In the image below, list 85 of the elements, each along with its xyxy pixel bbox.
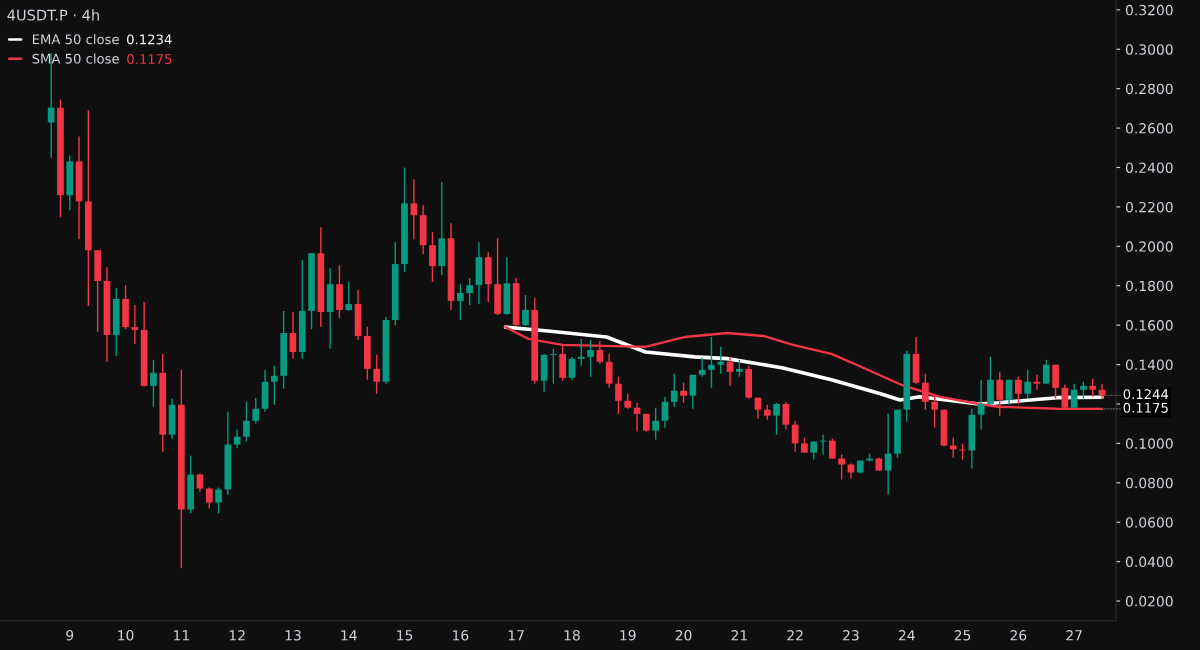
- y-tick-label: 0.3200: [1125, 4, 1173, 16]
- candlestick: [615, 376, 622, 415]
- candlestick: [708, 336, 715, 389]
- candlestick: [782, 401, 790, 431]
- candlestick: [373, 354, 380, 395]
- candlestick: [596, 340, 604, 365]
- candlestick: [150, 359, 157, 408]
- y-tick-label: 0.1400: [1125, 359, 1173, 371]
- x-tick-label: 18: [564, 630, 580, 641]
- y-tick-label: 0.2000: [1125, 241, 1173, 252]
- candlestick: [829, 437, 836, 460]
- candlestick: [1052, 364, 1059, 400]
- candlestick: [522, 294, 529, 327]
- candlestick: [717, 346, 725, 375]
- candlestick: [271, 365, 278, 406]
- candlestick: [605, 353, 613, 389]
- y-tick-label: 0.2800: [1125, 83, 1173, 95]
- x-tick-label: 21: [731, 630, 747, 641]
- legend-label: EMA 50 close: [32, 34, 119, 45]
- candlestick: [577, 338, 585, 367]
- x-tick-label: 15: [397, 630, 413, 641]
- candlestick: [1070, 382, 1078, 409]
- y-tick-label: 0.2400: [1125, 162, 1173, 173]
- x-tick-label: 26: [1010, 630, 1027, 641]
- x-tick-label: 16: [453, 630, 469, 641]
- candlestick: [884, 413, 892, 496]
- y-tick-label: 0.2200: [1125, 201, 1173, 213]
- candlestick: [131, 304, 139, 345]
- y-tick-label: 0.1800: [1125, 280, 1173, 292]
- y-tick-label: 0.0600: [1125, 517, 1173, 528]
- x-tick-label: 11: [174, 630, 189, 641]
- candlestick: [698, 357, 706, 378]
- x-tick-label: 10: [118, 630, 134, 641]
- candlestick: [429, 231, 436, 283]
- x-tick-label: 20: [675, 630, 692, 641]
- candlestick: [1042, 359, 1050, 385]
- candlestick: [670, 373, 678, 408]
- candlestick: [252, 397, 260, 425]
- candlestick: [680, 382, 687, 404]
- x-tick-label: 12: [229, 630, 245, 641]
- x-tick-label: 22: [787, 630, 803, 641]
- x-tick-label: 14: [341, 630, 357, 641]
- annotation: 0.1234: [127, 34, 172, 45]
- candlestick: [773, 402, 780, 436]
- y-tick-label: 0.0400: [1125, 556, 1173, 568]
- candlestick: [345, 281, 353, 312]
- candlestick: [1015, 376, 1022, 405]
- candlestick: [726, 355, 734, 387]
- x-tick-label: 9: [66, 630, 74, 641]
- y-tick-label: 0.0200: [1125, 596, 1173, 607]
- annotation: 0.1244: [1123, 389, 1169, 400]
- candlestick: [568, 356, 576, 381]
- candlestick: [215, 486, 222, 515]
- candlestick: [661, 395, 669, 429]
- candlestick: [233, 428, 241, 450]
- x-tick-label: 13: [285, 630, 301, 641]
- x-tick-label: 23: [843, 630, 859, 641]
- x-tick-label: 19: [620, 630, 636, 641]
- y-tick-label: 0.2600: [1125, 123, 1173, 134]
- annotation: 0.1175: [1123, 402, 1168, 413]
- candlestick: [289, 311, 297, 360]
- x-tick-label: 27: [1066, 630, 1082, 641]
- candlestick: [559, 345, 566, 382]
- y-tick-label: 0.1000: [1125, 438, 1173, 449]
- candlestick: [550, 348, 557, 385]
- candlestick: [1024, 369, 1031, 400]
- x-tick-label: 24: [898, 630, 915, 641]
- x-tick-label: 17: [508, 630, 524, 641]
- candlestick: [587, 339, 594, 378]
- candlestick: [652, 407, 659, 441]
- candlestick: [949, 436, 957, 459]
- candlestick: [689, 374, 697, 410]
- x-tick-label: 25: [954, 630, 971, 641]
- text: 4USDT.P · 4h: [7, 9, 99, 21]
- candlestick: [977, 379, 985, 431]
- candlestick: [243, 401, 250, 443]
- y-tick-label: 0.0800: [1125, 477, 1173, 489]
- annotation: 0.1175: [127, 54, 172, 64]
- y-tick-label: 0.1600: [1125, 320, 1173, 331]
- candlestick: [410, 178, 418, 240]
- y-tick-label: 0.3000: [1125, 44, 1173, 55]
- candlestick: [466, 277, 473, 306]
- candlestick: [205, 486, 213, 510]
- candlestick: [1033, 374, 1041, 391]
- candlestick: [457, 283, 464, 321]
